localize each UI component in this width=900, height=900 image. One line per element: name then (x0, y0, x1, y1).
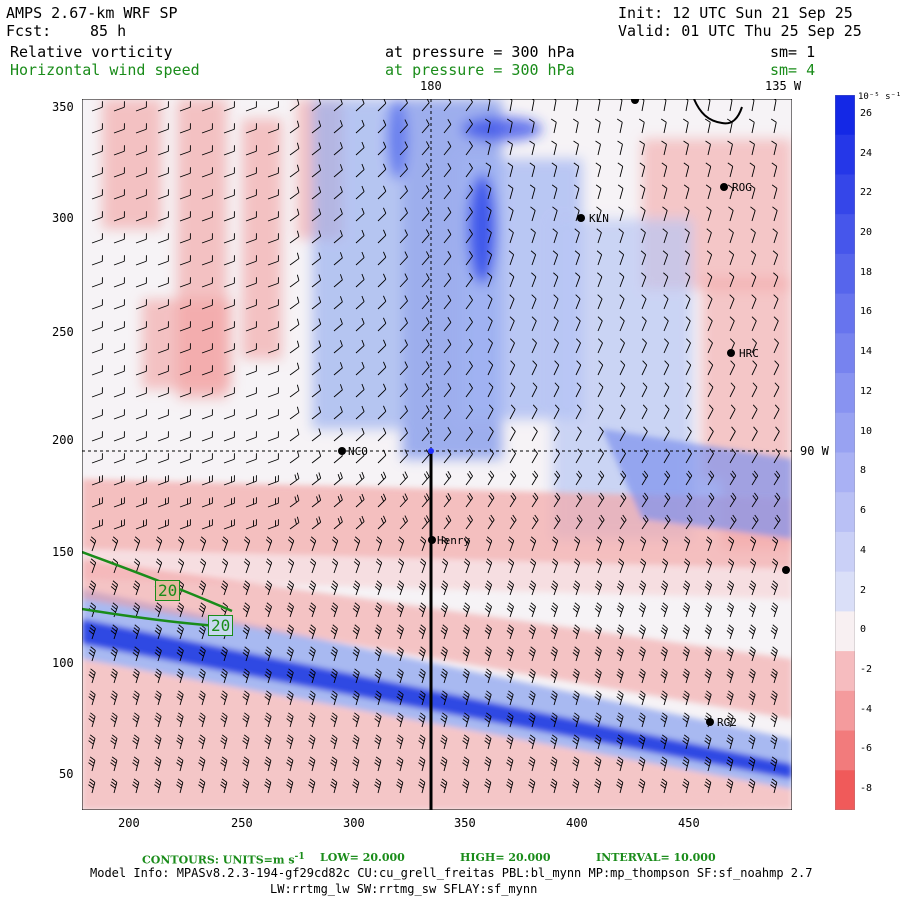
colorbar-label: 14 (860, 346, 873, 358)
lon-label-90w: 90 W (800, 444, 829, 458)
station-label-rog: ROG (732, 181, 752, 194)
colorbar-label: 18 (860, 266, 873, 278)
station-dot-rg2 (706, 718, 714, 726)
station-label-kln: KLN (589, 212, 609, 225)
x-tick-400: 400 (566, 816, 588, 830)
station-dot-rog (720, 183, 728, 191)
vorticity-field (82, 99, 792, 810)
x-tick-200: 200 (118, 816, 140, 830)
y-tick-100: 100 (52, 656, 74, 670)
forecast-hour: 85 h (90, 22, 127, 40)
station-dot-kln (577, 214, 585, 222)
field2-level: at pressure = 300 hPa (385, 61, 575, 79)
x-tick-450: 450 (678, 816, 700, 830)
colorbar-units: 10⁻⁵ s⁻¹ (858, 92, 900, 102)
y-tick-350: 350 (52, 100, 74, 114)
station-label-henry: Henry (437, 534, 471, 547)
field1-name: Relative vorticity (10, 43, 173, 61)
station-dot-edge (782, 566, 790, 574)
forecast-label: Fcst: (6, 22, 52, 40)
field1-level: at pressure = 300 hPa (385, 43, 575, 61)
colorbar-label: 2 (860, 584, 867, 596)
model-title: AMPS 2.67-km WRF SP (6, 4, 178, 22)
colorbar-label: 4 (860, 544, 867, 556)
x-tick-350: 350 (454, 816, 476, 830)
colorbar-label: 24 (860, 147, 873, 159)
colorbar-label: 22 (860, 187, 873, 199)
lon-label-135w: 135 W (765, 79, 802, 93)
colorbar-label: -4 (860, 703, 873, 715)
colorbar-label: 6 (860, 505, 867, 517)
wind-speed-contour-upper (82, 550, 233, 613)
y-tick-250: 250 (52, 325, 74, 339)
colorbar-label: 20 (860, 227, 873, 239)
colorbar-label: 0 (860, 624, 867, 636)
colorbar-label: -2 (860, 663, 873, 675)
y-tick-50: 50 (59, 767, 74, 781)
x-tick-300: 300 (343, 816, 365, 830)
colorbar-label: 10 (860, 425, 873, 437)
x-tick-250: 250 (231, 816, 253, 830)
colorbar-label: 12 (860, 385, 873, 397)
field2-smoothing: sm= 4 (770, 61, 816, 79)
contours-high: HIGH= 20.000 (460, 851, 551, 864)
station-dot-nco (338, 447, 346, 455)
init-time: Init: 12 UTC Sun 21 Sep 25 (618, 4, 853, 22)
colorbar (835, 95, 855, 810)
y-tick-300: 300 (52, 211, 74, 225)
y-tick-200: 200 (52, 433, 74, 447)
lon-label-180: 180 (420, 79, 442, 93)
contour-label-lower: 20 (208, 615, 234, 636)
vorticity-map (82, 99, 792, 810)
colorbar-label: -6 (860, 743, 873, 755)
wind-speed-contour-lower (82, 607, 218, 628)
station-dot-hrc (727, 349, 735, 357)
coastline (693, 99, 743, 125)
valid-time: Valid: 01 UTC Thu 25 Sep 25 (618, 22, 862, 40)
contours-units: CONTOURS: UNITS=m s-1 (142, 851, 305, 867)
colorbar-label: 26 (860, 107, 873, 119)
field2-name: Horizontal wind speed (10, 61, 200, 79)
station-label-rg2: RG2 (717, 716, 737, 729)
model-info-physics: LW:rrtmg_lw SW:rrtmg_sw SFLAY:sf_mynn (270, 882, 538, 896)
station-dot-henry (428, 536, 436, 544)
y-tick-150: 150 (52, 545, 74, 559)
contours-interval: INTERVAL= 10.000 (596, 851, 716, 864)
contour-label-upper: 20 (155, 580, 181, 601)
field1-smoothing: sm= 1 (770, 43, 816, 61)
station-label-hrc: HRC (739, 347, 759, 360)
contours-low: LOW= 20.000 (320, 851, 405, 864)
wind-barbs (88, 99, 781, 794)
colorbar-label: 8 (860, 465, 867, 477)
model-info: Model Info: MPASv8.2.3-194-gf29cd82c CU:… (90, 866, 813, 880)
station-dot-top (631, 99, 639, 104)
colorbar-label: -8 (860, 783, 873, 795)
colorbar-label: 16 (860, 306, 873, 318)
pole-marker (428, 448, 434, 454)
station-label-nco: NCO (348, 445, 368, 458)
